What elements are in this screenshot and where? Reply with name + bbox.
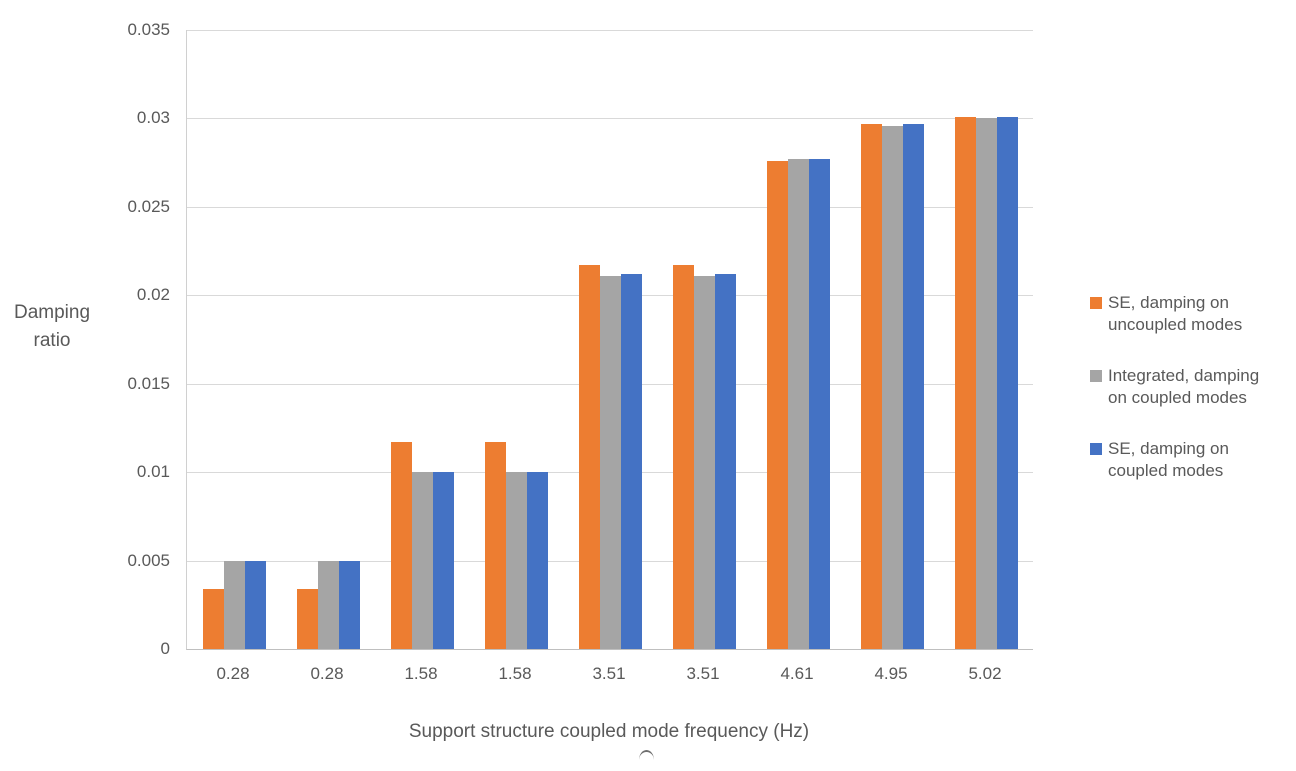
bar-group <box>751 30 845 649</box>
bar-group <box>281 30 375 649</box>
bar-group <box>657 30 751 649</box>
bar <box>693 276 715 649</box>
chart-legend: SE, damping on uncoupled modes Integrated… <box>1090 292 1286 482</box>
x-tick-label: 3.51 <box>592 664 626 683</box>
bar-group <box>939 30 1033 649</box>
x-tick-label: 1.58 <box>498 664 532 683</box>
y-tick-label: 0.005 <box>127 550 170 570</box>
bar <box>526 472 548 649</box>
bar <box>432 472 454 649</box>
bar <box>975 118 997 649</box>
bar <box>578 265 600 649</box>
bar <box>672 265 694 649</box>
y-tick-label: 0.03 <box>136 108 170 128</box>
bar-groups <box>187 30 1033 649</box>
bar <box>714 274 736 649</box>
legend-swatch-icon <box>1090 443 1102 455</box>
gridline <box>187 206 1033 208</box>
x-tick-label: 1.58 <box>404 664 438 683</box>
bar <box>902 124 924 649</box>
bar-group <box>563 30 657 649</box>
bar <box>954 117 976 649</box>
y-tick-label: 0.025 <box>127 196 170 216</box>
bar-group <box>187 30 281 649</box>
bar-group <box>469 30 563 649</box>
bar-group <box>845 30 939 649</box>
legend-label: SE, damping on coupled modes <box>1108 439 1229 480</box>
cropped-glyph-artifact <box>639 750 654 760</box>
bar <box>881 126 903 649</box>
bar <box>390 442 412 649</box>
bar <box>620 274 642 649</box>
gridline <box>187 30 1033 31</box>
x-tick-label: 0.28 <box>310 664 344 683</box>
y-tick-label: 0.035 <box>127 20 170 39</box>
bar <box>244 561 266 649</box>
y-tick-label: 0 <box>160 639 170 658</box>
x-tick-label: 3.51 <box>686 664 720 683</box>
bar <box>338 561 360 649</box>
plot-area <box>186 30 1033 650</box>
x-tick-label: 0.28 <box>216 664 250 683</box>
bar <box>223 561 245 649</box>
bar <box>808 159 830 649</box>
gridline <box>187 118 1033 120</box>
bar <box>787 159 809 649</box>
legend-swatch-icon <box>1090 370 1102 382</box>
legend-item: SE, damping on uncoupled modes <box>1090 292 1286 336</box>
legend-item: Integrated, damping on coupled modes <box>1090 365 1286 409</box>
bar-group <box>375 30 469 649</box>
bar <box>296 589 318 649</box>
y-tick-label: 0.01 <box>136 462 170 482</box>
bar <box>484 442 506 649</box>
bar <box>411 472 433 649</box>
y-axis-title: Damping ratio <box>13 302 91 351</box>
bar <box>317 561 339 649</box>
bar <box>505 472 527 649</box>
bar <box>599 276 621 649</box>
bar <box>202 589 224 649</box>
y-tick-label: 0.015 <box>127 373 170 393</box>
y-tick-label: 0.02 <box>136 285 170 305</box>
bar <box>860 124 882 649</box>
x-tick-label: 5.02 <box>968 664 1002 683</box>
legend-swatch-icon <box>1090 297 1102 309</box>
bar <box>996 117 1018 649</box>
x-axis-title: Support structure coupled mode frequency… <box>408 721 810 742</box>
legend-label: SE, damping on uncoupled modes <box>1108 293 1243 334</box>
x-tick-label: 4.95 <box>874 664 908 683</box>
legend-label: Integrated, damping on coupled modes <box>1108 366 1260 407</box>
x-tick-label: 4.61 <box>780 664 814 683</box>
bar <box>766 161 788 649</box>
legend-item: SE, damping on coupled modes <box>1090 438 1286 482</box>
